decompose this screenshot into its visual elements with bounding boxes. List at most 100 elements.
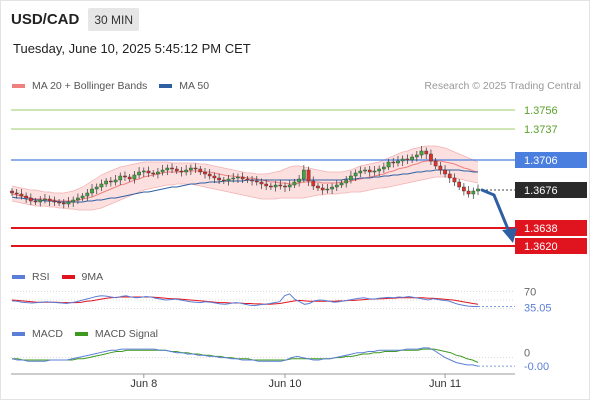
rsi-current-label: 35.05: [524, 303, 552, 315]
x-tick-label: Jun 10: [268, 378, 301, 390]
candle-body: [457, 181, 462, 188]
candle-body: [38, 199, 43, 203]
candle-body: [334, 184, 339, 188]
candle-body: [349, 175, 353, 181]
candle-body: [146, 170, 151, 174]
candle-body: [236, 176, 240, 179]
candle-body: [273, 184, 278, 188]
candle-body: [28, 197, 33, 202]
candle-body: [372, 170, 377, 173]
candle-body: [283, 185, 287, 188]
legend-swatch-ma50: [159, 84, 173, 88]
candle-body: [19, 193, 24, 197]
candle-body: [14, 192, 19, 195]
forecast-arrow-line: [480, 188, 512, 236]
candle-body: [226, 178, 231, 182]
candle-body: [462, 186, 466, 192]
candle-body: [438, 165, 443, 171]
legend-label-ma50: MA 50: [179, 80, 210, 92]
legend-item-ma20: MA 20 + Bollinger Bands: [12, 80, 147, 92]
candle-body: [396, 160, 400, 164]
candle-body: [320, 187, 325, 191]
candle-body: [174, 168, 179, 172]
candle-body: [240, 176, 245, 180]
candle-body: [71, 199, 76, 203]
candle-body: [57, 201, 61, 204]
candle-body: [264, 183, 269, 187]
candle-body: [382, 166, 386, 170]
candle-body: [123, 175, 127, 178]
candle-body: [193, 167, 198, 170]
candle-body: [212, 175, 217, 179]
candle-body: [217, 177, 221, 181]
candle-body: [76, 197, 80, 201]
rsi-legend: RSI 9MA: [12, 271, 115, 283]
macd-legend: MACD MACD Signal: [12, 328, 170, 340]
current-price-bg: [515, 182, 587, 198]
legend-label-ma20: MA 20 + Bollinger Bands: [32, 80, 148, 92]
candle-body: [179, 170, 184, 173]
candle-body: [61, 202, 66, 205]
macd-line: [11, 347, 479, 367]
ma20-line: [11, 160, 479, 202]
legend-swatch-rsi-ma9: [61, 275, 75, 279]
candle-body: [259, 181, 264, 185]
candle-body: [386, 161, 391, 168]
legend-swatch-macd: [12, 332, 25, 336]
candle-body: [269, 185, 273, 188]
candle-body: [47, 198, 52, 202]
datetime-label: Tuesday, June 10, 2025 5:45:12 PM CET: [13, 41, 251, 56]
candle-body: [419, 150, 424, 156]
chart-header: USD/CAD 30 MIN: [11, 7, 140, 31]
candle-body: [254, 180, 259, 183]
bollinger-upper-line: [11, 145, 479, 194]
candle-body: [476, 188, 480, 192]
candle-body: [278, 184, 283, 187]
bollinger-lower-line: [11, 176, 479, 211]
candle-body: [250, 179, 254, 182]
candle-body: [141, 170, 146, 173]
candle-body: [358, 170, 363, 174]
candle-body: [400, 158, 405, 162]
candle-body: [109, 180, 113, 183]
legend-label-rsi: RSI: [32, 271, 50, 283]
candle-body: [189, 167, 193, 171]
copyright-label: Research © 2025 Trading Central: [424, 80, 581, 92]
legend-label-rsi-ma9: 9MA: [81, 271, 104, 283]
resistance-label: 1.3737: [524, 124, 558, 136]
main-legend: MA 20 + Bollinger Bands MA 50: [12, 80, 221, 92]
pivot-label-bg: [515, 152, 587, 168]
legend-label-macd: MACD: [32, 328, 63, 340]
candle-body: [10, 190, 14, 194]
candle-body: [80, 195, 85, 199]
candle-body: [339, 182, 344, 186]
candle-body: [466, 190, 471, 195]
support-label-bg: [515, 238, 587, 254]
legend-item-rsi: RSI: [12, 271, 50, 283]
legend-swatch-ma20: [12, 84, 25, 88]
candle-body: [424, 150, 429, 155]
candle-body: [104, 180, 108, 185]
timeframe-badge[interactable]: 30 MIN: [88, 7, 140, 31]
rsi-level-label: 70: [524, 286, 536, 298]
x-tick-label: Jun 11: [429, 378, 461, 390]
candle-body: [325, 188, 330, 191]
support-label-bg: [515, 220, 587, 236]
candle-body: [405, 158, 410, 161]
candle-body: [344, 179, 349, 184]
candle-body: [245, 178, 250, 181]
candle-body: [127, 176, 132, 180]
candle-body: [24, 195, 28, 199]
rsi-ma9-line: [11, 296, 479, 305]
candle-body: [94, 186, 99, 190]
candle-body: [287, 184, 292, 188]
candle-body: [198, 168, 203, 173]
candle-body: [52, 200, 57, 203]
candle-body: [433, 160, 438, 167]
x-tick-label: Jun 8: [130, 378, 157, 390]
candle-body: [113, 179, 118, 183]
candle-body: [391, 161, 396, 164]
candle-body: [367, 169, 372, 173]
support-label: 1.3638: [524, 223, 558, 235]
